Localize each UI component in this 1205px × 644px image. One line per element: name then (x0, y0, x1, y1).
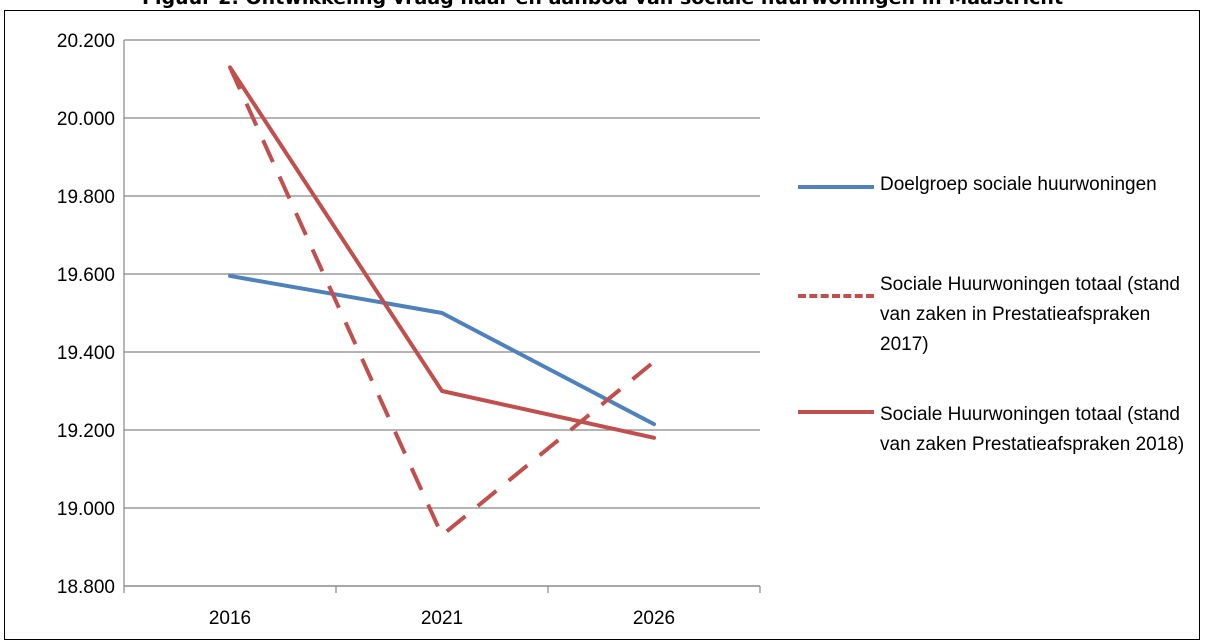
legend-swatch (798, 294, 874, 298)
figure-title: Figuur 2: Ontwikkeling vraag naar en aan… (0, 0, 1205, 9)
series-line-3 (228, 65, 656, 440)
legend-label: Sociale Huurwoningen totaal (stand van z… (880, 404, 1185, 455)
chart-frame (4, 10, 1200, 640)
y-tick-label: 19.200 (57, 421, 115, 442)
y-tick-label: 19.000 (57, 499, 115, 520)
legend-swatch (798, 410, 874, 414)
y-tick-label: 20.200 (57, 31, 115, 52)
y-tick-label: 19.400 (57, 343, 115, 364)
y-tick-label: 18.800 (57, 577, 115, 598)
y-tick-label: 20.000 (57, 109, 115, 130)
y-tick-label: 19.800 (57, 187, 115, 208)
x-tick-label: 2026 (633, 608, 675, 629)
series-line-2 (228, 66, 656, 538)
legend-swatch (798, 185, 874, 189)
series-line-1 (228, 273, 656, 427)
x-tick-label: 2016 (209, 608, 251, 629)
x-tick-label: 2021 (421, 608, 463, 629)
legend-label: Doelgroep sociale huurwoningen (880, 174, 1157, 195)
legend-label: Sociale Huurwoningen totaal (stand van z… (880, 274, 1180, 355)
y-tick-label: 19.600 (57, 265, 115, 286)
